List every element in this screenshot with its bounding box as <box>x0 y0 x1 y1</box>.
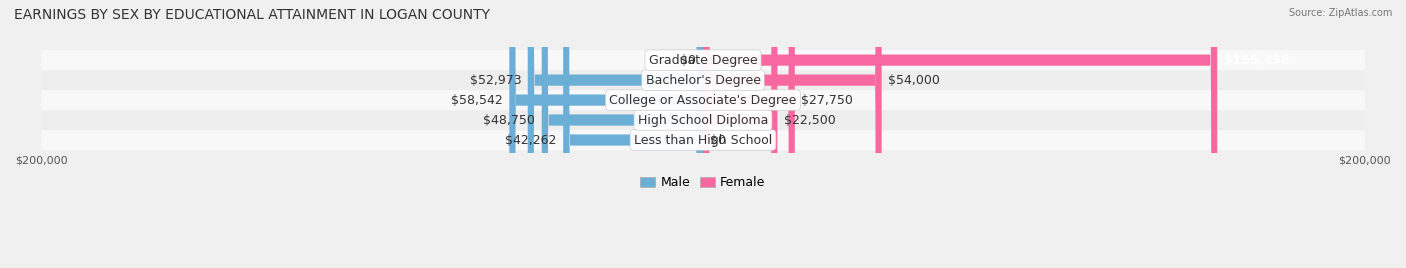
FancyBboxPatch shape <box>703 0 778 268</box>
FancyBboxPatch shape <box>527 0 703 268</box>
Legend: Male, Female: Male, Female <box>636 171 770 194</box>
Text: $0: $0 <box>681 54 696 67</box>
FancyBboxPatch shape <box>703 0 882 268</box>
FancyBboxPatch shape <box>703 0 794 268</box>
FancyBboxPatch shape <box>564 0 703 268</box>
Text: Bachelor's Degree: Bachelor's Degree <box>645 74 761 87</box>
Text: Graduate Degree: Graduate Degree <box>648 54 758 67</box>
FancyBboxPatch shape <box>41 50 1365 70</box>
Text: $48,750: $48,750 <box>484 114 536 126</box>
Text: $22,500: $22,500 <box>785 114 835 126</box>
FancyBboxPatch shape <box>541 0 703 268</box>
Text: Less than High School: Less than High School <box>634 133 772 147</box>
Text: High School Diploma: High School Diploma <box>638 114 768 126</box>
Text: $27,750: $27,750 <box>801 94 853 107</box>
FancyBboxPatch shape <box>41 90 1365 110</box>
Text: EARNINGS BY SEX BY EDUCATIONAL ATTAINMENT IN LOGAN COUNTY: EARNINGS BY SEX BY EDUCATIONAL ATTAINMEN… <box>14 8 491 22</box>
Text: $58,542: $58,542 <box>451 94 503 107</box>
Text: College or Associate's Degree: College or Associate's Degree <box>609 94 797 107</box>
Text: $54,000: $54,000 <box>889 74 941 87</box>
FancyBboxPatch shape <box>41 130 1365 150</box>
FancyBboxPatch shape <box>41 110 1365 130</box>
Text: $52,973: $52,973 <box>470 74 522 87</box>
FancyBboxPatch shape <box>703 0 1218 268</box>
Text: Source: ZipAtlas.com: Source: ZipAtlas.com <box>1288 8 1392 18</box>
Text: $0: $0 <box>710 133 725 147</box>
Text: $155,438: $155,438 <box>1223 54 1289 67</box>
FancyBboxPatch shape <box>41 70 1365 90</box>
FancyBboxPatch shape <box>509 0 703 268</box>
Text: $42,262: $42,262 <box>505 133 557 147</box>
